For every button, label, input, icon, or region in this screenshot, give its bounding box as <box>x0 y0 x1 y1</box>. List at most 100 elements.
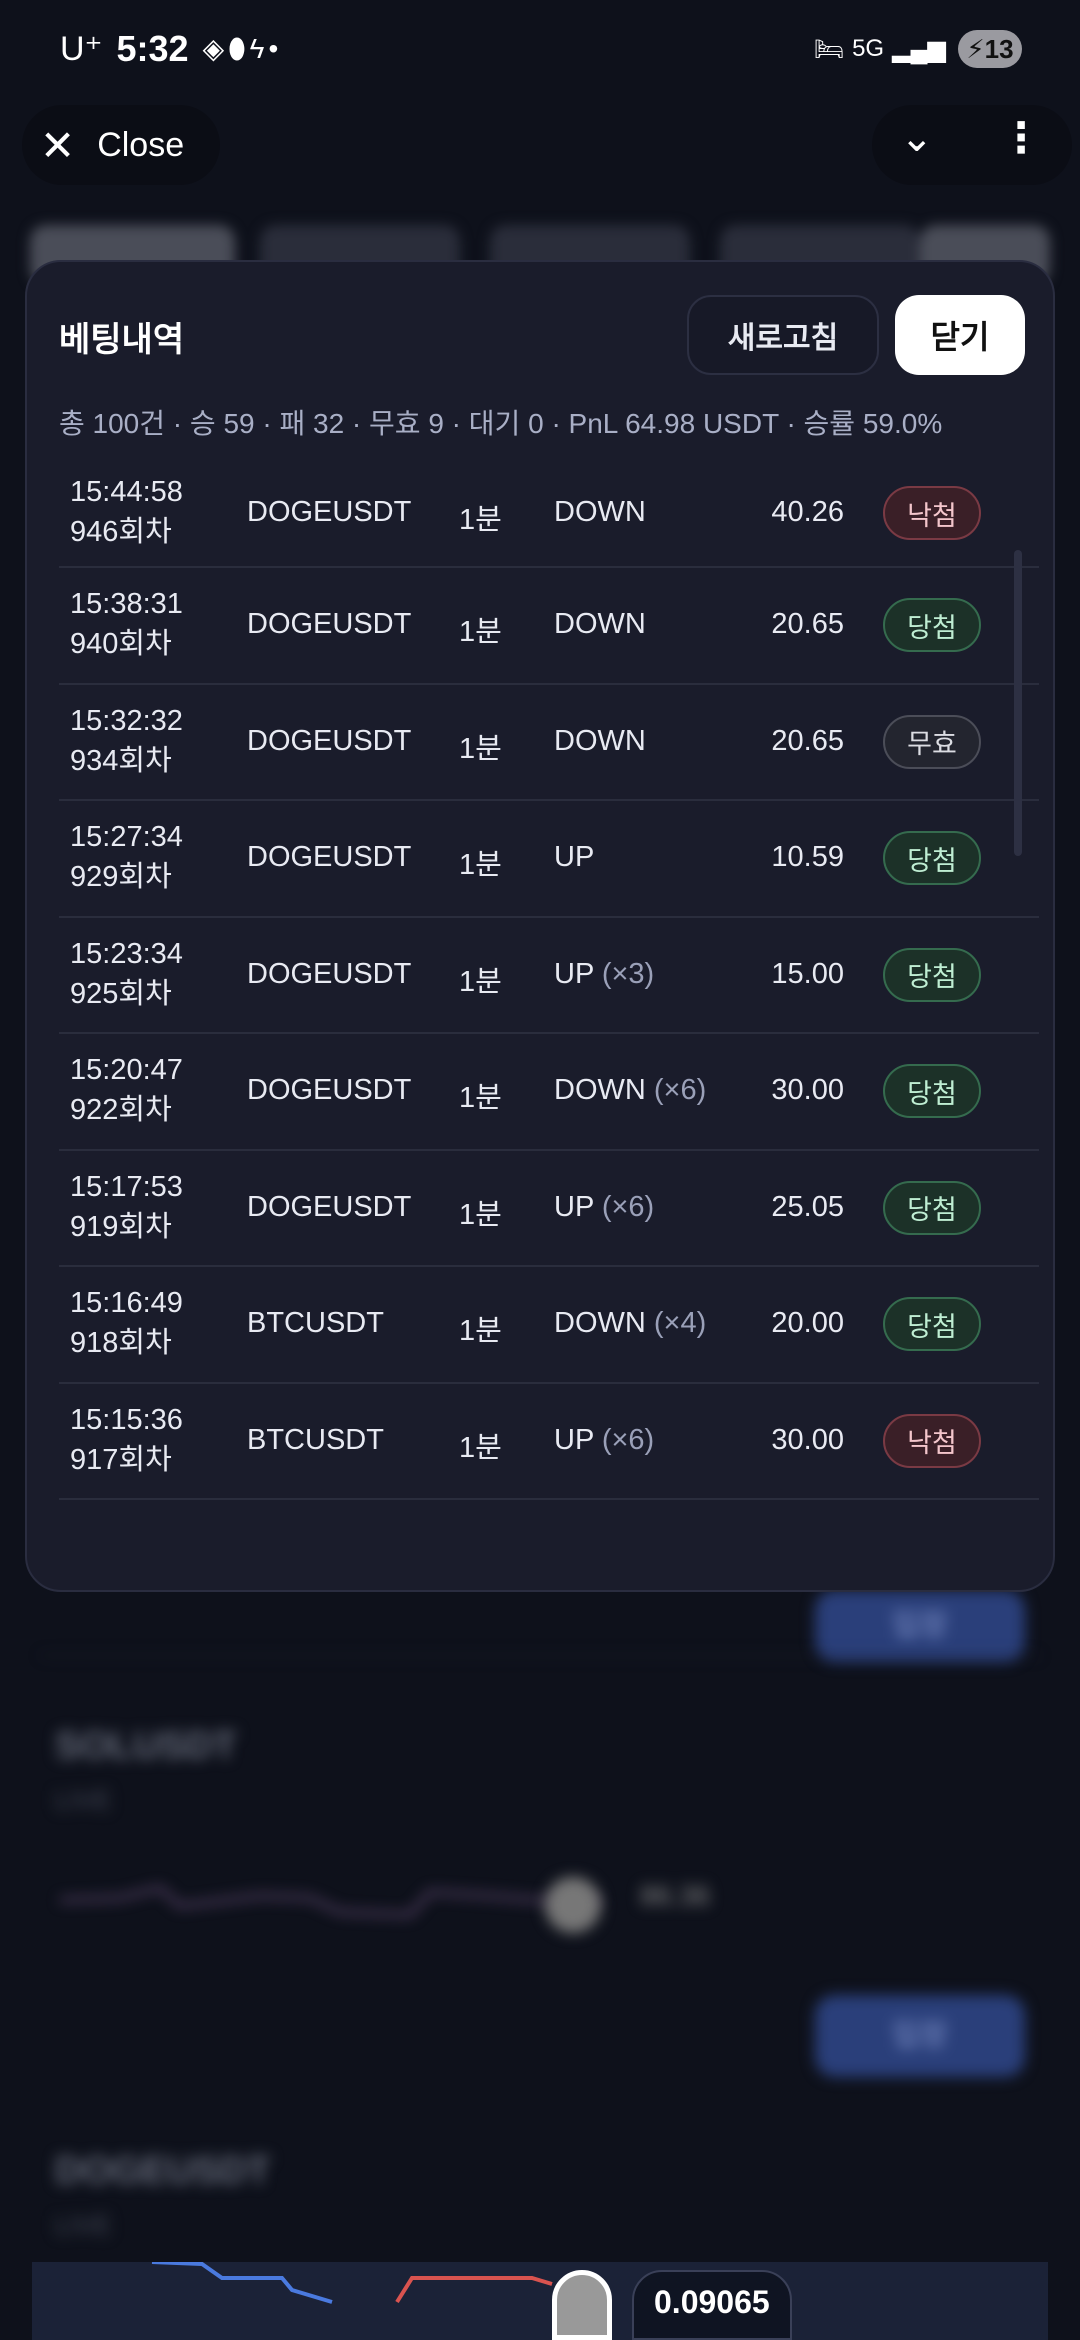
top-actions: ⌄ ⋮ <box>872 105 1072 185</box>
chevron-down-icon[interactable]: ⌄ <box>900 116 934 160</box>
bet-time: 15:17:53 <box>70 1170 183 1203</box>
result-badge: 낙첨 <box>883 1413 981 1468</box>
bet-direction: DOWN <box>554 608 646 641</box>
bet-round: 940회차 <box>70 628 172 661</box>
card-status: LIVE <box>55 2210 112 2240</box>
bet-multiplier: (×6) <box>601 1190 655 1223</box>
bet-multiplier: (×6) <box>601 1423 655 1456</box>
result-badge: 무효 <box>883 714 981 769</box>
bet-period: 1분 <box>459 504 502 536</box>
result-badge: 낙첨 <box>883 486 981 540</box>
bet-row: 15:27:34 929회차 DOGEUSDT 1분 UP 10.59 당첨 <box>59 801 1039 918</box>
bet-round: 946회차 <box>70 516 172 548</box>
bet-time-cell: 15:16:49 918회차 <box>70 1283 183 1363</box>
refresh-button[interactable]: 새로고침 <box>687 295 879 375</box>
bet-row: 15:44:58 946회차 DOGEUSDT 1분 DOWN 40.26 낙첨 <box>59 460 1039 568</box>
current-price: 0.09065 <box>632 2270 792 2340</box>
bet-period: 1분 <box>459 1315 502 1348</box>
bet-time-cell: 15:15:36 917회차 <box>70 1400 183 1480</box>
bet-time-cell: 15:27:34 929회차 <box>70 817 183 897</box>
bet-time: 15:38:31 <box>70 588 183 621</box>
bet-multiplier: (×3) <box>601 957 655 990</box>
bet-period: 1분 <box>459 1082 502 1115</box>
bet-amount: 30.00 <box>771 1074 844 1107</box>
bet-time: 15:27:34 <box>70 821 183 854</box>
price-line <box>151 2262 553 2304</box>
result-badge: 당첨 <box>883 831 981 886</box>
bet-symbol: DOGEUSDT <box>247 957 412 990</box>
bet-time-cell: 15:23:34 925회차 <box>70 934 183 1014</box>
card-price: 86.36 <box>640 1880 711 1911</box>
bet-round: 925회차 <box>70 977 172 1010</box>
network-type: 5G <box>852 35 885 62</box>
bet-amount: 25.05 <box>771 1190 844 1223</box>
bet-time: 15:16:49 <box>70 1287 183 1320</box>
close-label: Close <box>97 125 185 164</box>
card-symbol: SOLUSDT <box>55 1725 237 1767</box>
bet-symbol: DOGEUSDT <box>247 841 412 874</box>
bet-symbol: DOGEUSDT <box>247 496 412 528</box>
modal-title: 베팅내역 <box>59 321 185 359</box>
bet-amount: 20.65 <box>771 608 844 641</box>
signal-icons: 🛏 5G ▂▄▆ <box>814 35 946 64</box>
bet-direction: UP <box>554 957 594 990</box>
summary-stats: 총 100건 · 승 59 · 패 32 · 무효 9 · 대기 0 · PnL… <box>59 408 943 439</box>
bet-direction: DOWN <box>554 724 646 757</box>
bet-row: 15:32:32 934회차 DOGEUSDT 1분 DOWN 20.65 무효 <box>59 685 1039 801</box>
divider <box>40 1655 1040 1656</box>
bet-direction-cell: UP (×6) <box>554 1191 654 1224</box>
bet-round: 929회차 <box>70 861 172 894</box>
bet-time: 15:15:36 <box>70 1403 183 1436</box>
result-badge: 당첨 <box>883 1180 981 1235</box>
bet-row: 15:38:31 940회차 DOGEUSDT 1분 DOWN 20.65 당첨 <box>59 568 1039 685</box>
bet-symbol: DOGEUSDT <box>247 724 412 757</box>
bet-time: 15:32:32 <box>70 704 183 737</box>
bet-symbol: DOGEUSDT <box>247 1190 412 1223</box>
bet-time-cell: 15:44:58 946회차 <box>70 472 183 552</box>
bet-direction-cell: DOWN <box>554 608 646 641</box>
bet-amount: 15.00 <box>771 957 844 990</box>
signal-icon: ▂▄▆ <box>892 35 946 63</box>
bet-multiplier: (×6) <box>653 1074 707 1107</box>
bet-amount: 10.59 <box>771 841 844 874</box>
bet-symbol: BTCUSDT <box>247 1307 384 1340</box>
bet-list[interactable]: 15:44:58 946회차 DOGEUSDT 1분 DOWN 40.26 낙첨 15:38… <box>59 460 1039 1510</box>
scrollbar[interactable] <box>1014 550 1022 856</box>
bet-period: 1분 <box>459 849 502 882</box>
bet-period: 1분 <box>459 732 502 765</box>
battery-icon: ⚡13 <box>958 30 1022 68</box>
bet-direction-cell: DOWN <box>554 496 646 529</box>
bet-direction-cell: UP (×6) <box>554 1424 654 1457</box>
bet-direction: DOWN <box>554 1074 646 1107</box>
bet-time: 15:23:34 <box>70 937 183 970</box>
bet-row: 15:23:34 925회차 DOGEUSDT 1분 UP (×3) 15.00 당첨 <box>59 918 1039 1034</box>
bet-time-cell: 15:17:53 919회차 <box>70 1167 183 1247</box>
bet-period: 1분 <box>459 616 502 649</box>
bet-time: 15:44:58 <box>70 476 183 508</box>
close-button[interactable]: ✕ Close <box>22 105 220 185</box>
bet-direction: UP <box>554 841 595 874</box>
result-badge: 당첨 <box>883 947 981 1002</box>
bet-round: 922회차 <box>70 1094 172 1127</box>
bet-time-cell: 15:32:32 934회차 <box>70 701 183 781</box>
more-vertical-icon[interactable]: ⋮ <box>1000 114 1042 161</box>
bet-multiplier: (×4) <box>653 1307 707 1340</box>
bottom-chart-strip: 0.09065 <box>32 2262 1048 2340</box>
betting-history-modal: 베팅내역 새로고침 닫기 총 100건 · 승 59 · 패 32 · 무효 9… <box>25 260 1055 1592</box>
battery-level: 13 <box>984 34 1014 64</box>
status-right: 🛏 5G ▂▄▆ ⚡13 <box>814 30 1022 68</box>
clock: 5:32 <box>116 28 189 69</box>
bet-row: 15:17:53 919회차 DOGEUSDT 1분 UP (×6) 25.05 당첨 <box>59 1151 1039 1267</box>
bet-direction-cell: UP <box>554 841 594 874</box>
bet-round: 919회차 <box>70 1210 172 1243</box>
bet-direction-cell: DOWN <box>554 725 646 758</box>
bet-direction: DOWN <box>554 496 646 528</box>
modal-close-button[interactable]: 닫기 <box>895 295 1025 375</box>
bet-time-cell: 15:20:47 922회차 <box>70 1050 183 1130</box>
sparkline <box>60 1886 601 1917</box>
bet-row: 15:20:47 922회차 DOGEUSDT 1분 DOWN (×6) 30.00 당첨 <box>59 1034 1039 1151</box>
status-left: U⁺ 5:32 ◈⬮ϟ• <box>60 28 282 70</box>
bet-amount: 40.26 <box>771 496 844 528</box>
bet-direction-cell: DOWN (×4) <box>554 1307 706 1340</box>
enter-button: 입장 <box>815 1590 1025 1662</box>
